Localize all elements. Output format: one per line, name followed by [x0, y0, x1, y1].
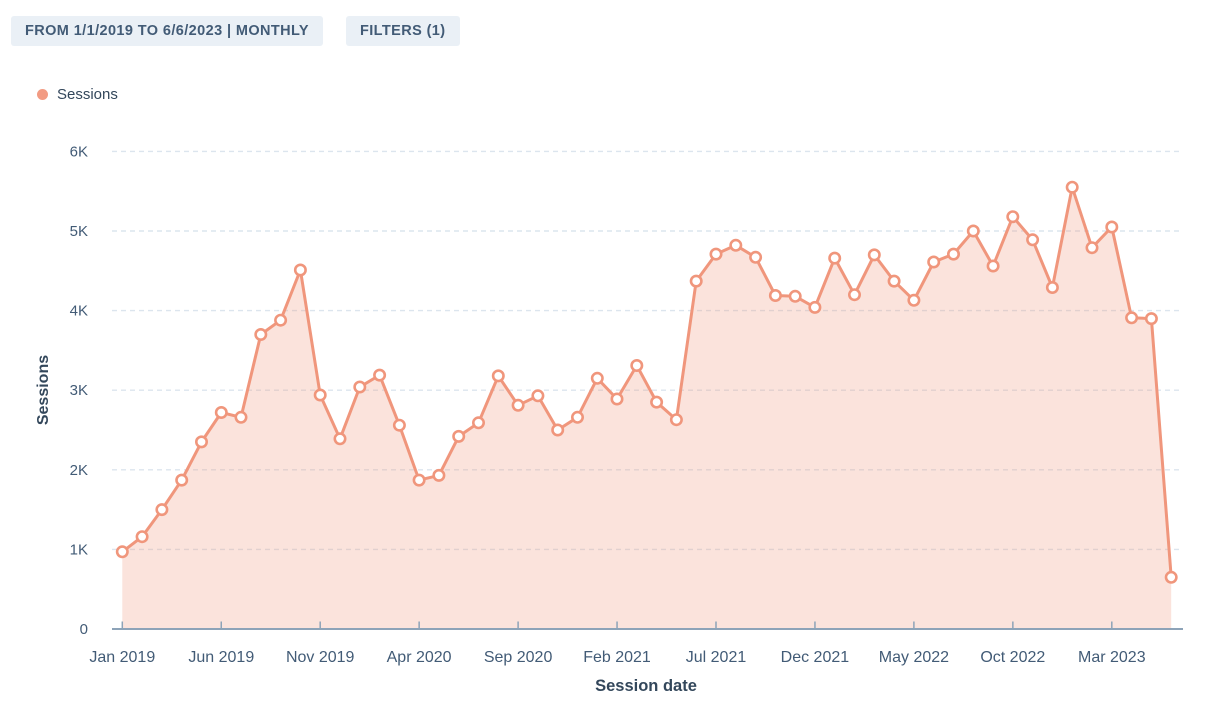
data-point-marker[interactable] [1164, 570, 1178, 584]
data-point-marker[interactable] [1006, 210, 1020, 224]
data-point-marker[interactable] [491, 369, 505, 383]
data-point-marker[interactable] [966, 224, 980, 238]
data-point-marker[interactable] [432, 468, 446, 482]
legend-sessions-dot-icon [37, 89, 48, 100]
data-point-marker[interactable] [155, 503, 169, 517]
data-point-marker[interactable] [867, 248, 881, 262]
x-tick-label: Jul 2021 [686, 649, 747, 666]
data-point-marker[interactable] [729, 238, 743, 252]
data-point-marker[interactable] [214, 405, 228, 419]
data-point-marker[interactable] [669, 413, 683, 427]
data-point-marker[interactable] [115, 545, 129, 559]
legend-item-sessions[interactable]: Sessions [37, 86, 118, 103]
data-point-marker[interactable] [333, 432, 347, 446]
data-point-marker[interactable] [1026, 233, 1040, 247]
data-point-marker[interactable] [551, 423, 565, 437]
data-point-marker[interactable] [195, 435, 209, 449]
data-point-marker[interactable] [254, 327, 268, 341]
data-point-marker[interactable] [689, 274, 703, 288]
data-point-marker[interactable] [274, 313, 288, 327]
data-point-marker[interactable] [412, 473, 426, 487]
area-fill [122, 187, 1172, 629]
legend-sessions-label: Sessions [57, 86, 118, 103]
data-point-marker[interactable] [907, 293, 921, 307]
report-filter-badges: FROM 1/1/2019 TO 6/6/2023 | MONTHLY FILT… [11, 16, 460, 46]
x-tick-label: Oct 2022 [980, 649, 1045, 666]
date-range-badge[interactable]: FROM 1/1/2019 TO 6/6/2023 | MONTHLY [11, 16, 323, 46]
data-point-marker[interactable] [847, 288, 861, 302]
data-point-marker[interactable] [768, 288, 782, 302]
data-point-marker[interactable] [234, 410, 248, 424]
x-tick-label: Jun 2019 [188, 649, 254, 666]
x-tick-label: Mar 2023 [1078, 649, 1146, 666]
data-point-marker[interactable] [887, 274, 901, 288]
y-tick-label: 3K [70, 382, 88, 399]
data-point-marker[interactable] [946, 247, 960, 261]
data-point-marker[interactable] [1144, 312, 1158, 326]
data-point-marker[interactable] [1085, 241, 1099, 255]
data-point-marker[interactable] [1065, 180, 1079, 194]
data-point-marker[interactable] [630, 358, 644, 372]
y-tick-label: 2K [70, 462, 88, 479]
data-point-marker[interactable] [313, 388, 327, 402]
x-tick-label: May 2022 [879, 649, 949, 666]
y-tick-label: 1K [70, 541, 88, 558]
y-tick-label: 0 [80, 621, 88, 638]
y-axis-title: Sessions [35, 354, 52, 426]
filters-badge[interactable]: FILTERS (1) [346, 16, 460, 46]
data-point-marker[interactable] [471, 416, 485, 430]
y-tick-label: 5K [70, 223, 88, 240]
data-point-marker[interactable] [749, 250, 763, 264]
data-point-marker[interactable] [1105, 220, 1119, 234]
data-point-marker[interactable] [986, 259, 1000, 273]
data-point-marker[interactable] [353, 380, 367, 394]
x-tick-label: Sep 2020 [484, 649, 553, 666]
y-tick-label: 6K [70, 143, 88, 160]
data-point-marker[interactable] [1125, 311, 1139, 325]
data-point-marker[interactable] [828, 251, 842, 265]
data-point-marker[interactable] [650, 395, 664, 409]
data-point-marker[interactable] [511, 398, 525, 412]
x-tick-label: Feb 2021 [583, 649, 651, 666]
data-point-marker[interactable] [175, 473, 189, 487]
x-tick-label: Nov 2019 [286, 649, 355, 666]
data-point-marker[interactable] [531, 389, 545, 403]
y-tick-label: 4K [70, 303, 88, 320]
data-point-marker[interactable] [570, 410, 584, 424]
x-axis-title: Session date [595, 677, 697, 695]
x-tick-label: Jan 2019 [89, 649, 155, 666]
data-point-marker[interactable] [808, 300, 822, 314]
data-point-marker[interactable] [135, 530, 149, 544]
data-point-marker[interactable] [610, 392, 624, 406]
data-point-marker[interactable] [709, 247, 723, 261]
data-point-marker[interactable] [1045, 280, 1059, 294]
x-tick-label: Apr 2020 [387, 649, 452, 666]
data-point-marker[interactable] [452, 429, 466, 443]
sessions-line [120, 185, 1173, 579]
data-point-marker[interactable] [373, 368, 387, 382]
data-point-marker[interactable] [927, 255, 941, 269]
data-point-marker[interactable] [293, 263, 307, 277]
data-point-marker[interactable] [392, 418, 406, 432]
data-point-marker[interactable] [590, 371, 604, 385]
data-point-marker[interactable] [788, 289, 802, 303]
x-tick-label: Dec 2021 [781, 649, 850, 666]
